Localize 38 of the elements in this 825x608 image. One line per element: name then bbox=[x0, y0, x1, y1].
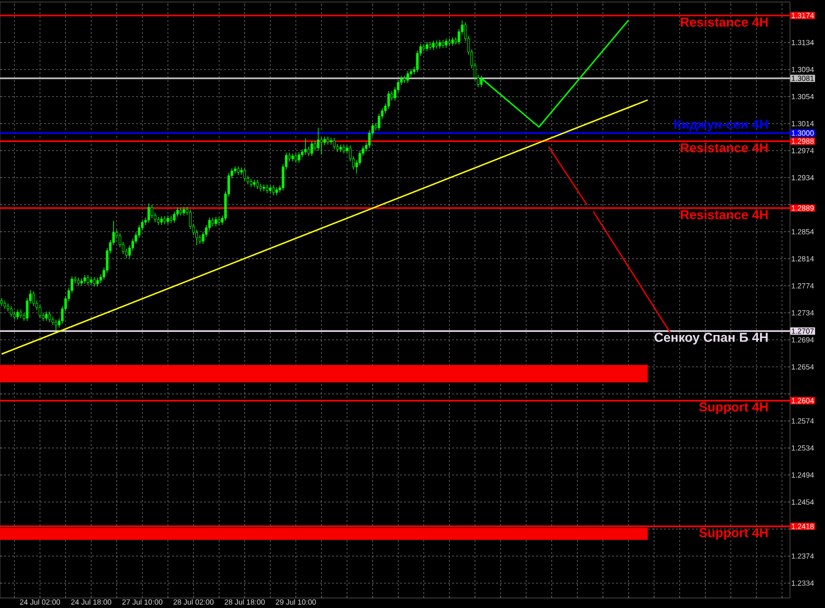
candlestick bbox=[48, 311, 51, 323]
candlestick bbox=[320, 136, 323, 156]
candlestick bbox=[314, 140, 316, 151]
candlestick bbox=[304, 138, 307, 156]
candlestick bbox=[256, 179, 259, 190]
candlestick bbox=[426, 42, 428, 52]
candlestick bbox=[86, 274, 90, 286]
candlestick bbox=[38, 304, 42, 319]
candlestick bbox=[332, 137, 336, 150]
candlestick bbox=[16, 309, 19, 320]
candlestick bbox=[150, 204, 154, 219]
candlestick bbox=[432, 40, 435, 50]
ref-line-label: Resistance 4H bbox=[680, 17, 768, 27]
candlestick bbox=[406, 70, 410, 84]
candlestick bbox=[93, 276, 96, 287]
candlestick bbox=[272, 184, 275, 196]
candlestick bbox=[243, 167, 246, 182]
candlestick bbox=[294, 153, 298, 164]
candlestick bbox=[310, 140, 314, 156]
candlestick bbox=[45, 311, 48, 322]
ref-line-label: Сенкоу Спан Б 4H bbox=[654, 332, 768, 344]
candlestick bbox=[214, 216, 218, 227]
ref-line-label: Support 4H bbox=[699, 528, 768, 540]
candlestick bbox=[444, 38, 448, 48]
ref-line-label: Resistance 4H bbox=[680, 142, 768, 152]
candlestick bbox=[330, 137, 332, 145]
candlestick bbox=[316, 127, 320, 151]
candlestick bbox=[10, 306, 12, 318]
ref-line-label: Support 4H bbox=[699, 402, 768, 414]
ref-line-label: Resistance 4H bbox=[680, 210, 768, 220]
candlestick bbox=[173, 211, 176, 224]
ref-line-label: Киджун-сен 4H bbox=[674, 120, 768, 132]
candlestick bbox=[298, 152, 300, 164]
candlestick bbox=[387, 90, 390, 110]
candlestick bbox=[147, 203, 150, 224]
candlestick bbox=[32, 290, 35, 306]
candlestick bbox=[54, 319, 58, 331]
candlestick bbox=[240, 167, 243, 176]
